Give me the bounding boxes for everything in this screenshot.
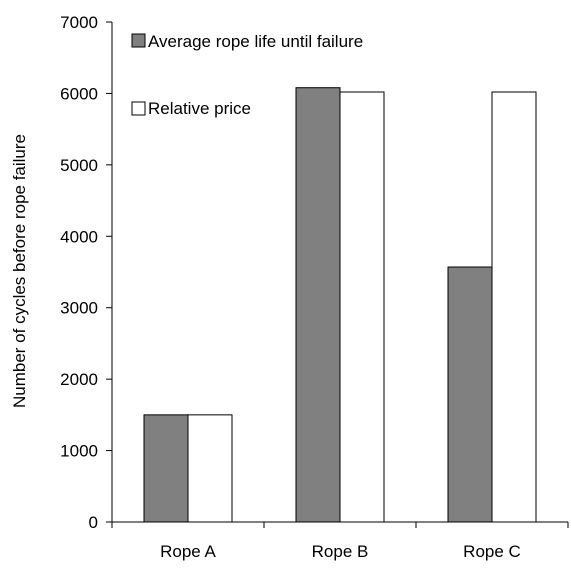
y-tick-label: 1000 <box>60 442 98 461</box>
legend-swatch-series-1 <box>131 33 146 48</box>
plot-area: 0 1000 2000 3000 4000 5000 6000 7000 Rope A Rope … <box>60 13 569 561</box>
y-tick-label: 0 <box>89 513 98 532</box>
y-tick-label: 5000 <box>60 156 98 175</box>
x-category-label: Rope C <box>463 542 521 561</box>
x-category-label: Rope A <box>160 542 216 561</box>
bar-rope-life-1 <box>143 414 189 523</box>
y-tick-label: 2000 <box>60 370 98 389</box>
legend-label-series-1: Average rope life until failure <box>148 32 363 51</box>
legend-swatch-series-2 <box>131 101 146 116</box>
legend-label-series-2: Relative price <box>148 99 251 118</box>
bar-relative-price-3 <box>491 91 537 523</box>
y-tick-label: 3000 <box>60 299 98 318</box>
legend: Average rope life until failure Relative… <box>131 32 363 118</box>
bar-relative-price-1 <box>187 414 233 523</box>
y-tick-label: 7000 <box>60 13 98 32</box>
y-tick-label: 4000 <box>60 227 98 246</box>
bar-relative-price-2 <box>339 91 385 523</box>
y-tick-label: 6000 <box>60 84 98 103</box>
bar-rope-life-3 <box>447 266 493 523</box>
bar-rope-life-2 <box>295 87 341 523</box>
x-category-label: Rope B <box>312 542 369 561</box>
y-axis-title: Number of cycles before rope failure <box>10 134 29 408</box>
